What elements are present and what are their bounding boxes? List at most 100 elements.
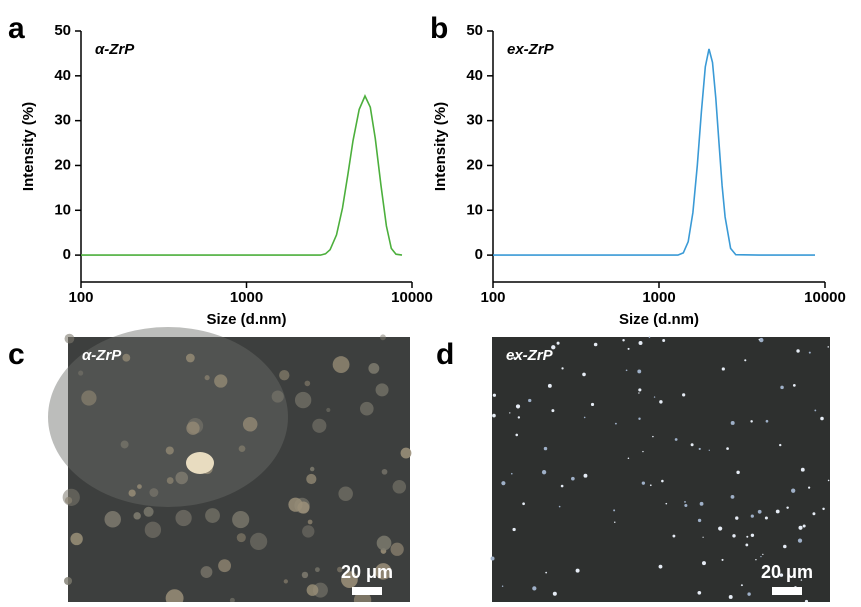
particle: [735, 516, 739, 520]
particle: [561, 367, 564, 370]
particle: [699, 501, 704, 506]
particle: [501, 481, 506, 486]
particle: [746, 535, 749, 538]
particle: [304, 380, 311, 387]
particle: [359, 401, 374, 416]
particle: [779, 443, 782, 447]
particle: [312, 418, 327, 433]
particle: [797, 538, 803, 543]
particle: [490, 556, 495, 561]
particle: [137, 484, 142, 489]
particle: [659, 400, 663, 404]
particle: [740, 584, 743, 587]
particle: [721, 558, 724, 561]
particle: [236, 533, 246, 543]
particle: [759, 337, 764, 343]
particle: [593, 342, 598, 347]
particle: [732, 534, 736, 538]
particle: [684, 504, 687, 506]
particle: [375, 563, 392, 580]
particle: [513, 356, 516, 360]
x-tick-label: 10000: [391, 289, 433, 306]
y-tick-label: 40: [466, 67, 483, 84]
particle: [822, 507, 825, 511]
panel-label: b: [430, 12, 448, 45]
particle: [332, 356, 350, 374]
particle: [674, 438, 678, 441]
particle: [571, 476, 575, 481]
particle: [800, 467, 805, 472]
particle: [492, 393, 496, 397]
particle: [62, 488, 80, 506]
particle: [736, 470, 740, 475]
particle: [682, 393, 686, 397]
y-tick-label: 50: [54, 22, 71, 39]
particle: [827, 479, 830, 482]
particle: [798, 525, 803, 530]
particle: [760, 555, 762, 558]
particle: [583, 416, 586, 419]
particle: [218, 559, 232, 573]
annotation: α-ZrP: [82, 347, 122, 364]
particle: [792, 383, 796, 387]
particle: [512, 527, 516, 532]
particle: [376, 535, 392, 551]
particle: [697, 518, 702, 523]
particle: [808, 486, 811, 489]
particle: [744, 359, 747, 362]
particle: [165, 446, 174, 455]
particle: [214, 374, 228, 388]
particle: [492, 413, 496, 418]
y-tick-label: 20: [54, 156, 71, 173]
panel-label: a: [8, 12, 25, 45]
particle: [808, 351, 811, 354]
particle: [614, 521, 616, 523]
particle: [522, 502, 525, 506]
micrograph-background: [68, 337, 410, 602]
particle: [175, 471, 189, 485]
particle: [133, 512, 141, 520]
particle: [764, 516, 768, 520]
particle: [166, 477, 174, 484]
particle: [149, 488, 159, 497]
particle: [614, 422, 617, 425]
particle: [762, 553, 764, 556]
annotation: ex-ZrP: [507, 41, 555, 58]
particle: [392, 480, 407, 494]
particle: [745, 543, 749, 547]
particle: [672, 534, 676, 538]
particle: [627, 347, 630, 350]
particle: [697, 590, 702, 595]
particle: [757, 509, 762, 514]
particle: [575, 568, 580, 573]
particle: [613, 509, 616, 512]
particle: [143, 506, 154, 517]
scale-bar-label: 20 μm: [341, 562, 393, 582]
particle: [638, 417, 641, 420]
particle: [306, 473, 317, 485]
particle: [750, 533, 755, 537]
particle: [662, 339, 666, 342]
panel-label: c: [8, 338, 25, 371]
particle: [652, 435, 654, 438]
particle: [637, 369, 642, 374]
particle: [556, 341, 560, 345]
particle: [515, 404, 521, 409]
panel-label: d: [436, 338, 454, 371]
particle: [175, 509, 192, 527]
particle: [708, 449, 710, 451]
y-tick-label: 0: [475, 246, 483, 263]
particle: [638, 388, 642, 392]
particle: [800, 579, 803, 581]
particle: [812, 512, 816, 516]
data-line: [81, 94, 403, 256]
particle: [658, 564, 663, 569]
particle: [625, 369, 628, 372]
particle: [543, 446, 548, 451]
particle: [104, 511, 121, 528]
particle: [583, 473, 588, 478]
particle: [701, 561, 706, 566]
particle: [726, 447, 729, 450]
scale-bar: [772, 587, 802, 595]
